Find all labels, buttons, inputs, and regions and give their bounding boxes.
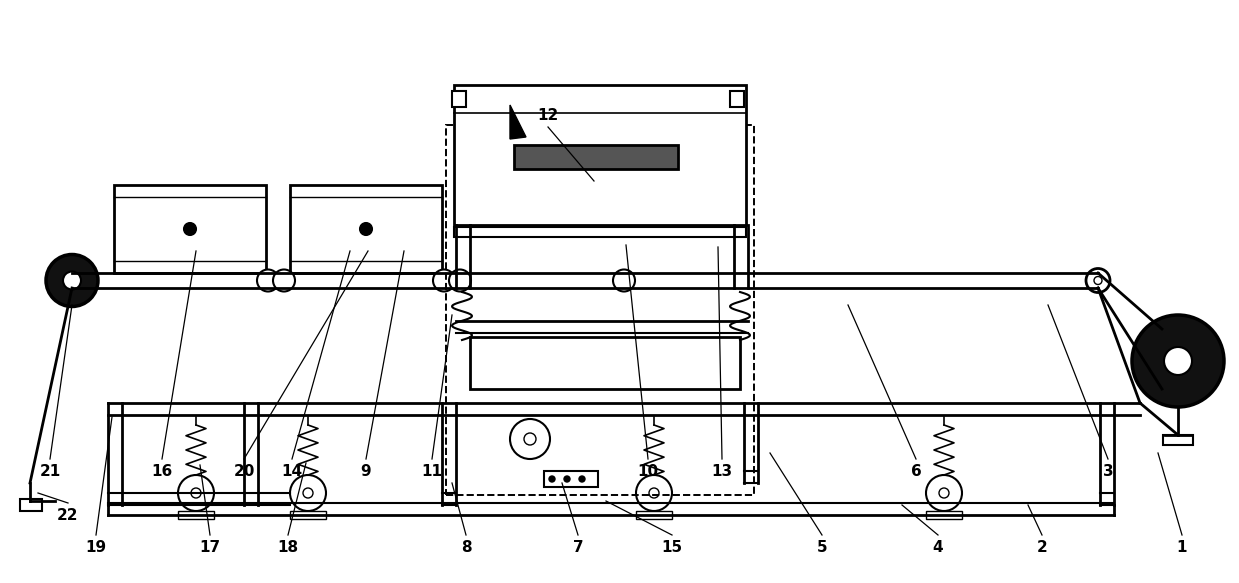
Circle shape [191,488,201,498]
Circle shape [273,269,295,292]
Bar [926,511,961,519]
Text: 12: 12 [538,107,559,122]
Text: 3: 3 [1103,463,1114,479]
Circle shape [524,433,536,445]
Circle shape [290,475,326,511]
Bar [470,337,740,389]
Circle shape [564,476,570,482]
Circle shape [1132,315,1224,407]
Text: 4: 4 [933,539,943,554]
Circle shape [185,223,196,235]
Circle shape [256,269,279,292]
Text: 21: 21 [40,463,61,479]
Circle shape [939,488,949,498]
Circle shape [63,272,81,290]
Text: 11: 11 [421,463,442,479]
Bar [1163,435,1193,445]
Circle shape [46,255,98,307]
Text: 5: 5 [817,539,828,554]
Circle shape [449,269,471,292]
Circle shape [1087,269,1110,293]
Text: 16: 16 [151,463,172,479]
Circle shape [579,476,585,482]
Bar [453,85,746,225]
Text: 18: 18 [278,539,299,554]
Bar [544,471,598,487]
Bar [446,125,755,495]
Bar [453,227,746,237]
Circle shape [649,488,659,498]
Circle shape [1094,276,1101,285]
Circle shape [361,223,372,235]
Polygon shape [510,105,527,139]
Circle shape [304,488,313,498]
Text: 22: 22 [57,507,79,522]
Circle shape [510,419,550,459]
Text: 15: 15 [662,539,683,554]
Bar [730,91,743,107]
Text: 14: 14 [281,463,302,479]
Bar [290,185,442,273]
Bar [20,499,42,511]
Circle shape [178,475,214,511]
Text: 6: 6 [911,463,922,479]
Bar [114,185,266,273]
Text: 2: 2 [1037,539,1047,554]
Circle shape [549,476,555,482]
Bar [514,145,678,169]
Text: 19: 19 [85,539,107,554]
Bar [636,511,672,519]
Text: 20: 20 [233,463,255,479]
Circle shape [926,475,961,511]
Text: 8: 8 [461,539,471,554]
Bar [452,91,466,107]
Circle shape [432,269,455,292]
Text: 10: 10 [637,463,659,479]
Text: 13: 13 [711,463,732,479]
Bar [290,511,326,519]
Text: 1: 1 [1177,539,1187,554]
Circle shape [636,475,672,511]
Text: 7: 7 [572,539,584,554]
Text: 17: 17 [199,539,221,554]
Text: 9: 9 [361,463,372,479]
Bar [178,511,214,519]
Circle shape [613,269,636,292]
Circle shape [1163,347,1192,375]
